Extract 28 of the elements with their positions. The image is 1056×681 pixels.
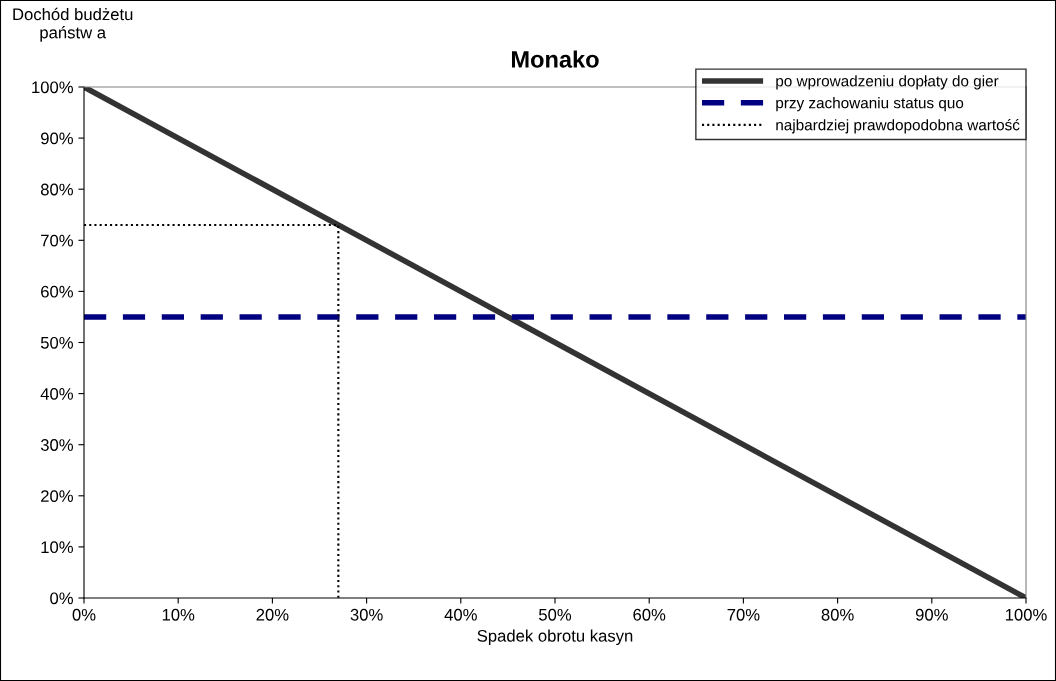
x-tick-label: 60% bbox=[633, 608, 666, 621]
x-tick-label: 30% bbox=[350, 608, 383, 621]
x-axis-title: Spadek obrotu kasyn bbox=[477, 629, 633, 646]
y-tick-label: 0% bbox=[50, 592, 73, 605]
x-tick-label: 70% bbox=[727, 608, 760, 621]
legend-label: po wprowadzeniu dopłaty do gier bbox=[776, 75, 999, 90]
x-tick-label: 40% bbox=[444, 608, 477, 621]
y-tick-label: 80% bbox=[40, 183, 73, 196]
x-tick-label: 90% bbox=[915, 608, 948, 621]
x-tick-label: 100% bbox=[1005, 608, 1047, 621]
x-tick-label: 80% bbox=[821, 608, 854, 621]
y-tick-label: 50% bbox=[40, 336, 73, 349]
y-tick-label: 90% bbox=[41, 132, 73, 145]
x-tick-label: 10% bbox=[162, 608, 195, 621]
x-tick-label: 20% bbox=[256, 608, 289, 621]
y-tick-label: 30% bbox=[40, 439, 73, 451]
x-tick-label: 50% bbox=[538, 608, 572, 621]
y-tick-label: 40% bbox=[40, 388, 73, 400]
y-tick-label: 10% bbox=[41, 541, 73, 554]
y-tick-label: 20% bbox=[41, 490, 73, 502]
y-tick-label: 60% bbox=[41, 285, 73, 298]
chart-title: Monako bbox=[511, 50, 599, 68]
y-tick-label: 70% bbox=[41, 234, 73, 247]
y-axis-title: Dochód budżetu państw a bbox=[13, 7, 133, 42]
x-tick-label: 0% bbox=[72, 608, 96, 621]
y-tick-label: 100% bbox=[32, 81, 73, 94]
legend-label: przy zachowaniu status quo bbox=[776, 97, 964, 112]
legend-label: najbardziej prawdopodobna wartość bbox=[776, 118, 1020, 134]
